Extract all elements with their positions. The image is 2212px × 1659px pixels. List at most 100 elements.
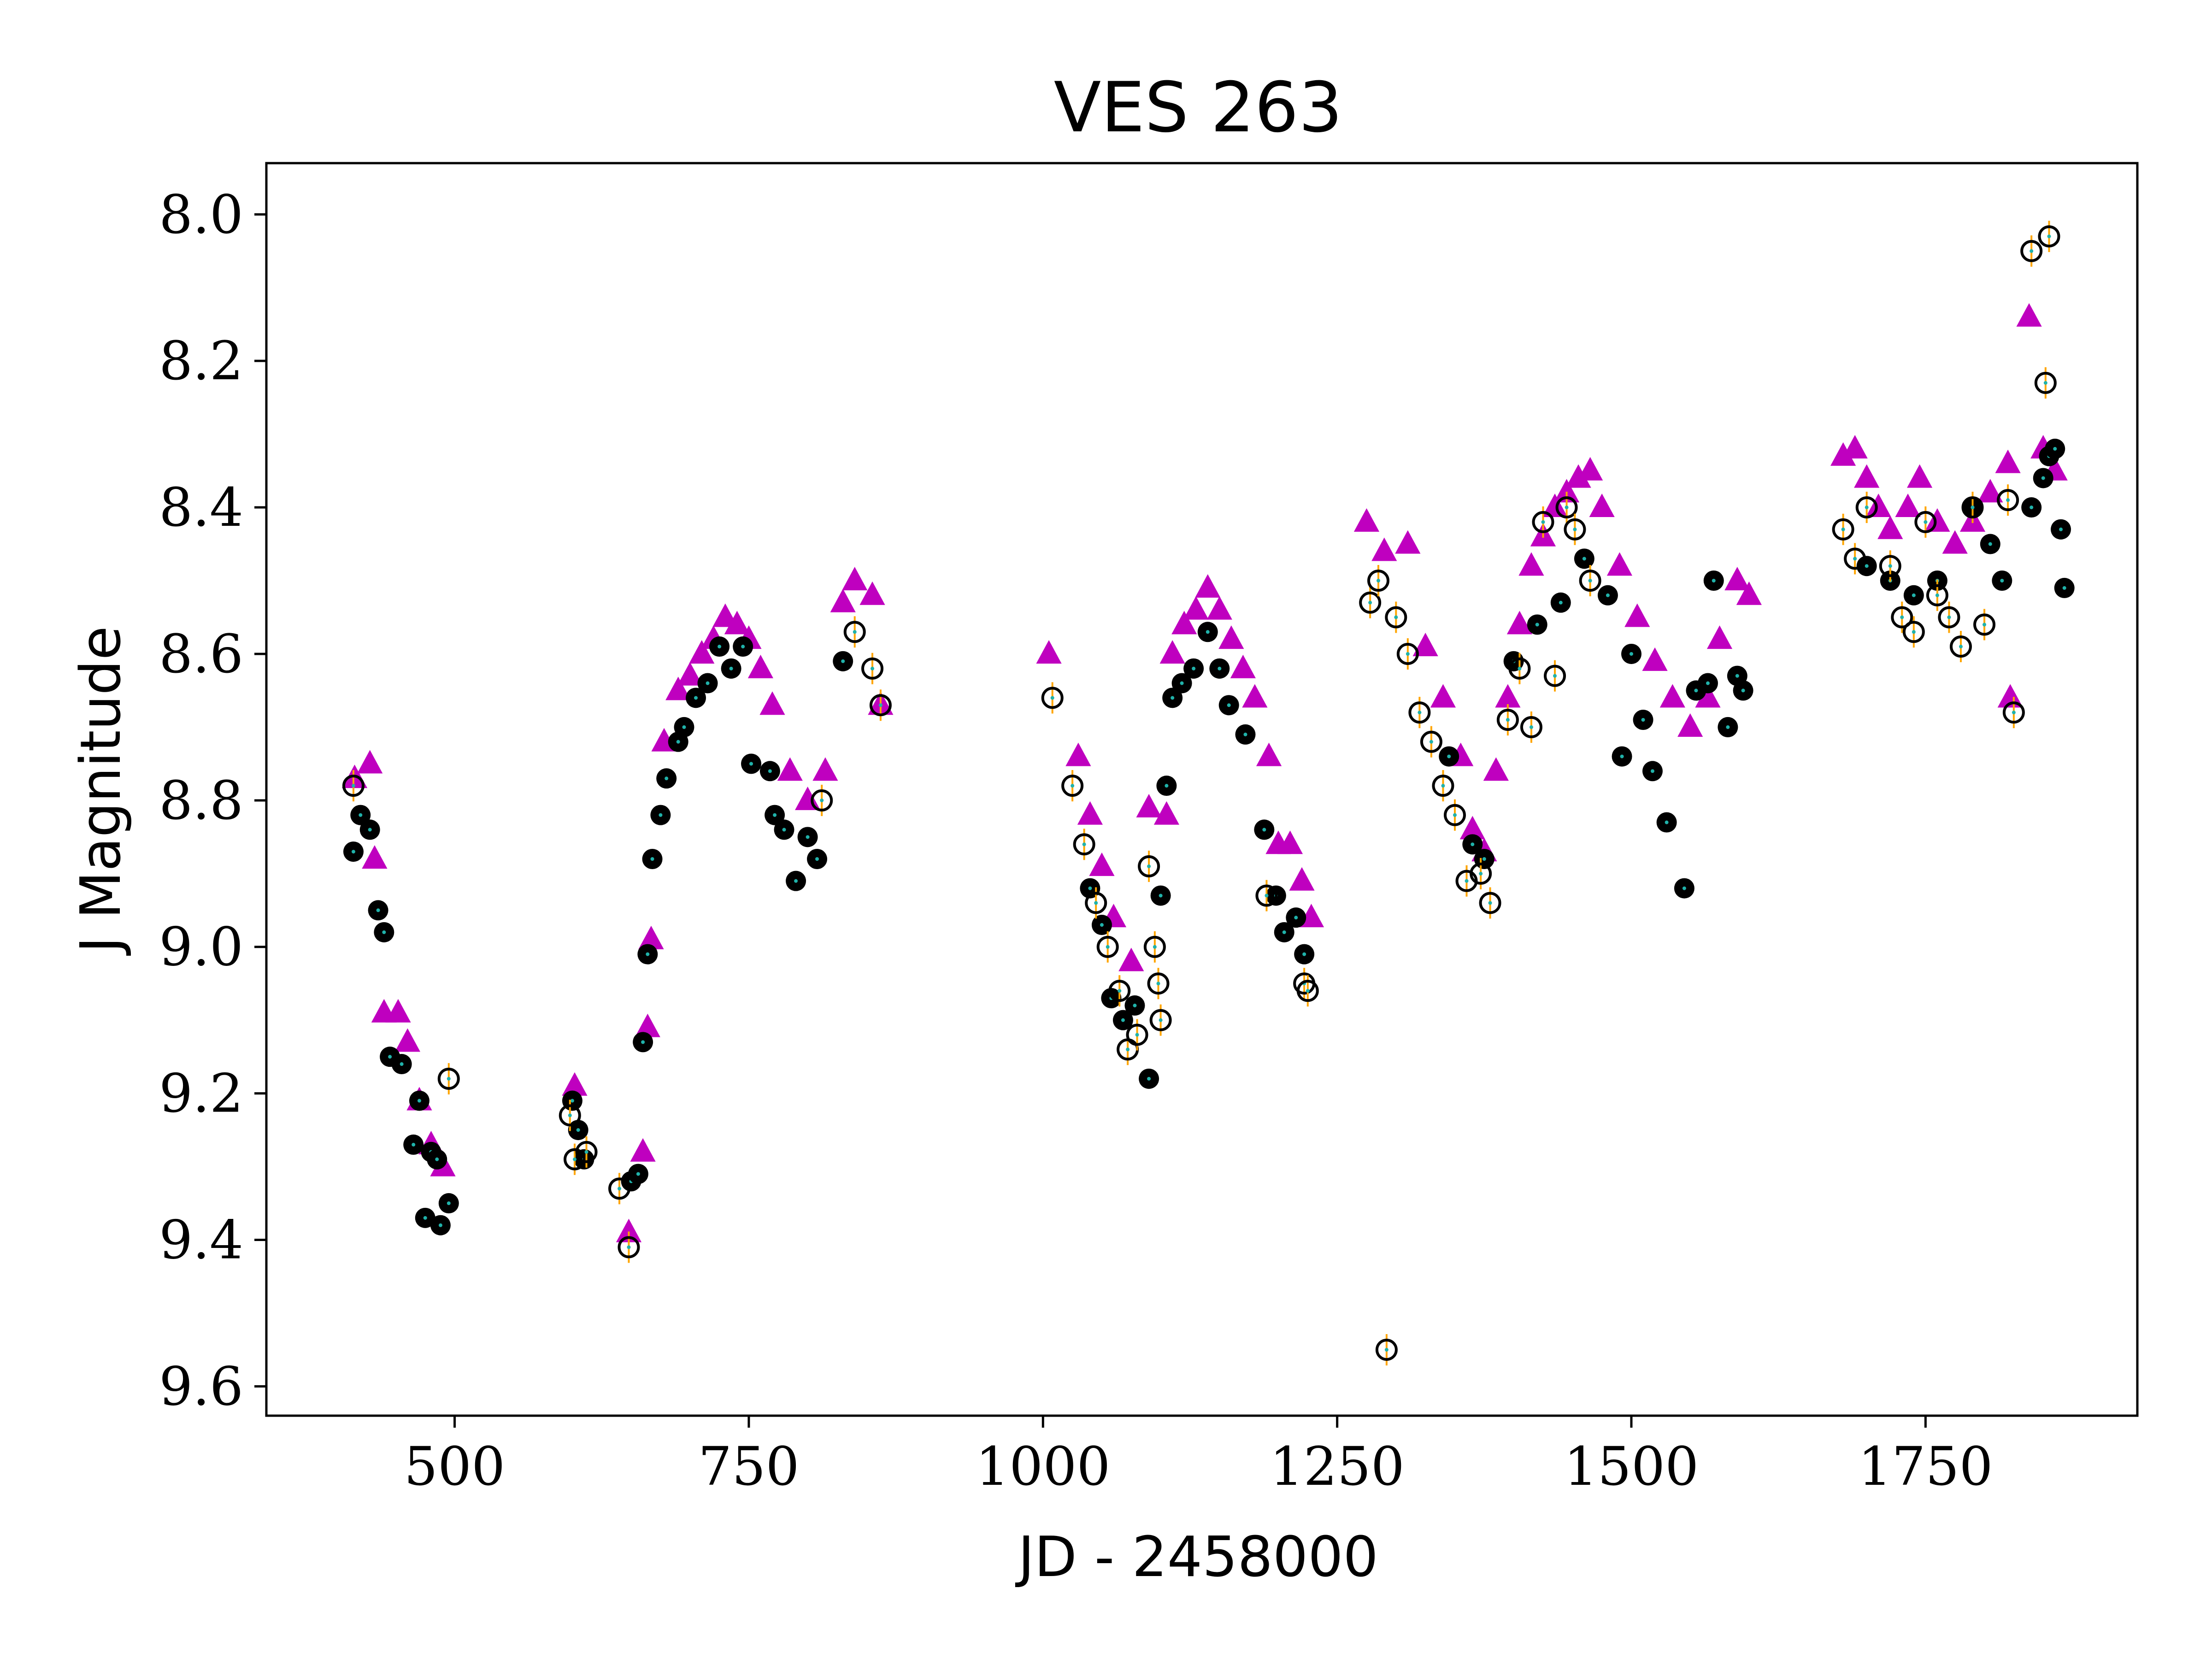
point-center-dot: [618, 1187, 622, 1191]
point-center-dot: [1384, 1347, 1388, 1352]
open-circle-point: [1408, 701, 1431, 724]
point-center-dot: [368, 828, 372, 832]
point-center-dot: [1071, 784, 1075, 788]
point-center-dot: [568, 1113, 572, 1118]
triangle-point: [1830, 442, 1856, 466]
triangle-point: [1995, 449, 2021, 473]
triangle-point: [1724, 567, 1750, 590]
triangle-point: [794, 786, 821, 810]
triangle-point: [394, 1028, 421, 1052]
point-center-dot: [1394, 615, 1398, 619]
point-center-dot: [417, 1099, 421, 1103]
triangle-point: [1159, 640, 1185, 664]
point-center-dot: [423, 1216, 427, 1220]
triangle-point: [1459, 816, 1485, 840]
triangle-point: [1606, 552, 1633, 576]
point-center-dot: [1180, 681, 1184, 685]
point-center-dot: [2012, 711, 2016, 715]
point-center-dot: [584, 1150, 588, 1154]
point-center-dot: [1206, 630, 1210, 634]
open-circle-point: [1855, 496, 1878, 519]
point-center-dot: [351, 850, 355, 854]
point-center-dot: [1306, 989, 1310, 993]
triangle-point: [1118, 947, 1144, 971]
triangle-point: [830, 588, 856, 612]
point-center-dot: [2053, 447, 2057, 451]
point-center-dot: [1853, 557, 1857, 561]
open-circle-point: [1832, 518, 1854, 541]
triangle-point: [1395, 530, 1421, 554]
point-center-dot: [1620, 754, 1624, 759]
point-center-dot: [1912, 593, 1916, 597]
point-center-dot: [1535, 623, 1539, 627]
triangle-point: [1089, 852, 1115, 876]
triangle-point: [1077, 801, 1103, 825]
point-center-dot: [878, 703, 882, 707]
point-center-dot: [1865, 564, 1869, 568]
triangle-point: [362, 845, 388, 869]
open-circle-point: [2038, 225, 2060, 247]
open-circle-point: [1138, 855, 1160, 877]
triangle-point: [1736, 581, 1762, 605]
point-center-dot: [1682, 886, 1686, 890]
point-center-dot: [573, 1157, 577, 1161]
triangle-point: [859, 581, 885, 605]
triangle-point: [357, 750, 383, 774]
triangle-point: [689, 640, 715, 664]
point-center-dot: [359, 813, 363, 817]
triangle-point: [1877, 515, 1903, 539]
x-tick-label: 1500: [1564, 1436, 1699, 1498]
open-circle-point: [618, 1236, 640, 1259]
y-tick-label: 8.8: [159, 770, 243, 832]
point-center-dot: [1694, 688, 1698, 693]
point-center-dot: [1518, 666, 1522, 671]
point-center-dot: [2006, 498, 2010, 502]
open-circle-point: [1096, 935, 1119, 958]
point-center-dot: [682, 725, 686, 729]
point-center-dot: [1706, 681, 1710, 685]
x-axis: 500 750 1000 1250 1500 1750: [404, 1416, 1993, 1498]
open-circle-point: [1961, 496, 1984, 519]
triangle-point: [1430, 684, 1456, 708]
triangle-point: [777, 757, 803, 781]
point-center-dot: [853, 630, 857, 634]
triangle-point: [1895, 494, 1921, 518]
point-center-dot: [1479, 871, 1483, 876]
triangle-point: [2016, 303, 2042, 327]
open-circle-point: [1470, 862, 1492, 885]
point-center-dot: [1159, 1018, 1163, 1022]
triangle-point: [1924, 508, 1950, 532]
open-circle-point: [1520, 716, 1542, 738]
point-center-dot: [2041, 476, 2045, 480]
triangle-point: [1518, 552, 1544, 576]
point-center-dot: [1282, 930, 1286, 934]
point-center-dot: [1971, 506, 1975, 510]
point-center-dot: [2043, 381, 2047, 385]
point-center-dot: [1133, 1003, 1137, 1007]
open-circle-point: [1496, 709, 1519, 731]
triangle-point: [1907, 464, 1933, 488]
triangle-point: [1483, 757, 1509, 781]
open-circle-point: [869, 694, 892, 717]
open-circle-point: [1432, 775, 1454, 797]
point-center-dot: [1135, 1033, 1139, 1037]
triangle-point: [1542, 494, 1568, 518]
triangle-point: [1153, 801, 1179, 825]
point-center-dot: [871, 666, 875, 671]
point-center-dot: [773, 813, 777, 817]
point-center-dot: [1418, 711, 1422, 715]
point-center-dot: [1573, 527, 1577, 531]
point-center-dot: [1118, 989, 1122, 993]
point-center-dot: [741, 645, 745, 649]
point-center-dot: [1924, 520, 1928, 524]
point-center-dot: [2062, 586, 2066, 590]
open-circle-point: [1296, 980, 1319, 1002]
point-center-dot: [694, 696, 698, 700]
open-circle-point: [843, 621, 866, 643]
open-circle-point: [1359, 591, 1382, 614]
triangle-point: [1577, 457, 1603, 481]
point-center-dot: [2047, 234, 2051, 238]
triangle-point: [630, 1138, 656, 1162]
point-center-dot: [1471, 842, 1475, 847]
